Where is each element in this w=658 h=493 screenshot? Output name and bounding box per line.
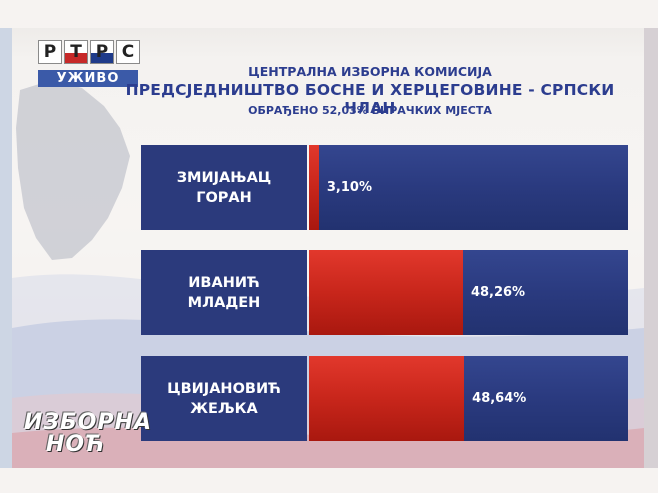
logo-letter: С (116, 40, 140, 64)
bar-track: 48,26% (309, 250, 628, 335)
candidate-name-line: ЖЕЉКА (190, 400, 258, 417)
logo-letter: Т (64, 40, 88, 64)
chart-title: ПРЕДСЈЕДНИШТВО БОСНЕ И ХЕРЦЕГОВИНЕ - СРП… (125, 81, 615, 117)
candidate-name: ИВАНИЋ МЛАДЕН (141, 250, 307, 335)
bar-value-label: 48,64% (472, 391, 527, 406)
logo-letter: Р (90, 40, 114, 64)
bar-value-label: 48,26% (470, 285, 526, 300)
live-badge: УЖИВО (38, 70, 138, 87)
candidate-name-line: МЛАДЕН (187, 294, 261, 311)
candidate-row: ЗМИЈАЊАЦ ГОРАН 3,10% (141, 145, 628, 230)
candidate-name-line: ЦВИЈАНОВИЋ (167, 380, 281, 397)
bar-track: 48,64% (309, 356, 628, 441)
show-logo: ИЗБОРНА НОЋ (24, 412, 152, 456)
candidate-name-line: ИВАНИЋ (188, 274, 260, 291)
bar-track: 3,10% (309, 145, 628, 230)
bar (309, 250, 463, 335)
candidate-name-line: ГОРАН (196, 189, 252, 206)
show-logo-line: ИЗБОРНА (24, 410, 153, 435)
bar (309, 356, 465, 441)
channel-logo: Р Т Р С (38, 40, 140, 64)
country-map-icon (16, 80, 130, 260)
candidate-name: ЗМИЈАЊАЦ ГОРАН (141, 145, 307, 230)
candidate-row: ЦВИЈАНОВИЋ ЖЕЉКА 48,64% (141, 356, 628, 441)
commission-title: ЦЕНТРАЛНА ИЗБОРНА КОМИСИЈА (248, 64, 492, 79)
letterbox-top (0, 0, 658, 28)
bar-value-label: 3,10% (326, 180, 372, 195)
bar (309, 145, 319, 230)
letterbox-bottom (0, 468, 658, 493)
logo-letter: Р (38, 40, 62, 64)
candidate-row: ИВАНИЋ МЛАДЕН 48,26% (141, 250, 628, 335)
candidate-name: ЦВИЈАНОВИЋ ЖЕЉКА (141, 356, 307, 441)
chart-subtitle: ОБРАЂЕНО 52,03% БИРАЧКИХ МЈЕСТА (248, 104, 492, 117)
frame-right-edge (644, 28, 658, 468)
frame-left-edge (0, 28, 12, 468)
candidate-name-line: ЗМИЈАЊАЦ (176, 169, 272, 186)
show-logo-line: НОЋ (46, 432, 106, 457)
